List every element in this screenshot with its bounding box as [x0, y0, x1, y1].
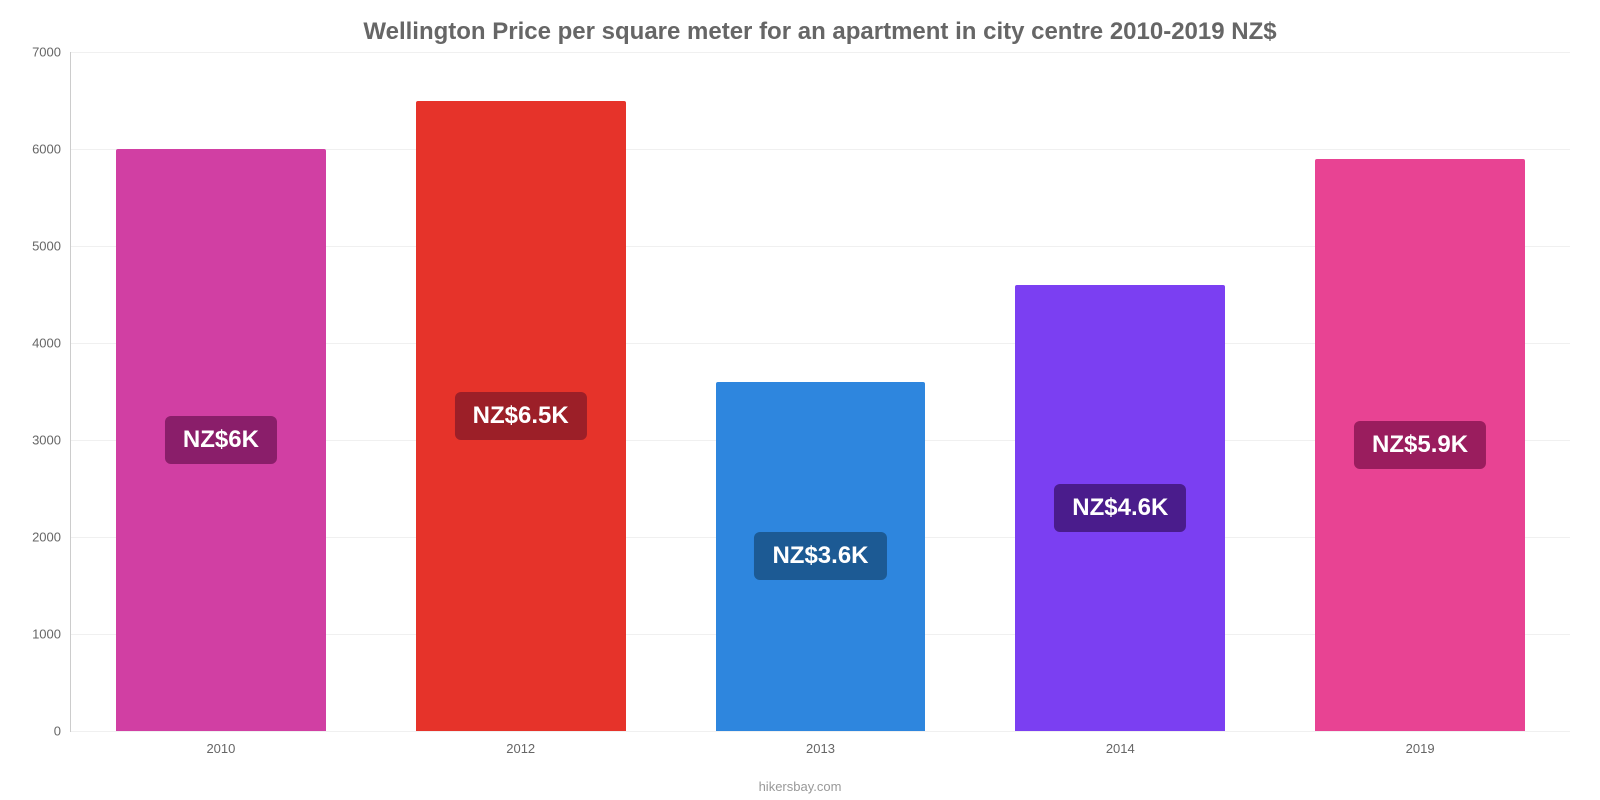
y-tick-label: 0 [54, 724, 71, 739]
value-badge: NZ$5.9K [1354, 421, 1486, 469]
y-tick-label: 3000 [32, 433, 71, 448]
y-tick-label: 6000 [32, 142, 71, 157]
bar-slot: NZ$6.5K [371, 52, 671, 731]
chart-container: Wellington Price per square meter for an… [0, 0, 1600, 800]
x-tick-label: 2014 [970, 741, 1270, 756]
bar-slot: NZ$6K [71, 52, 371, 731]
value-badge: NZ$3.6K [754, 532, 886, 580]
plot-area: 01000200030004000500060007000 NZ$6KNZ$6.… [70, 52, 1570, 732]
bar-slot: NZ$4.6K [970, 52, 1270, 731]
source-label: hikersbay.com [0, 779, 1600, 794]
value-badge: NZ$4.6K [1054, 484, 1186, 532]
y-tick-label: 4000 [32, 336, 71, 351]
bar-slot: NZ$3.6K [671, 52, 971, 731]
chart-title: Wellington Price per square meter for an… [70, 10, 1570, 52]
x-tick-label: 2010 [71, 741, 371, 756]
bar: NZ$3.6K [716, 382, 926, 731]
y-tick-label: 7000 [32, 45, 71, 60]
bar: NZ$5.9K [1315, 159, 1525, 731]
bar: NZ$6.5K [416, 101, 626, 731]
y-tick-label: 5000 [32, 239, 71, 254]
bars-group: NZ$6K NZ$6.5K NZ$3.6K NZ$4.6K NZ$5.9K [71, 52, 1570, 731]
bar-slot: NZ$5.9K [1270, 52, 1570, 731]
x-axis-labels: 20102012201320142019 [71, 731, 1570, 756]
x-tick-label: 2012 [371, 741, 671, 756]
bar: NZ$6K [116, 149, 326, 731]
value-badge: NZ$6.5K [455, 392, 587, 440]
bar: NZ$4.6K [1015, 285, 1225, 731]
y-tick-label: 2000 [32, 530, 71, 545]
value-badge: NZ$6K [165, 416, 277, 464]
y-tick-label: 1000 [32, 627, 71, 642]
x-tick-label: 2019 [1270, 741, 1570, 756]
x-tick-label: 2013 [671, 741, 971, 756]
